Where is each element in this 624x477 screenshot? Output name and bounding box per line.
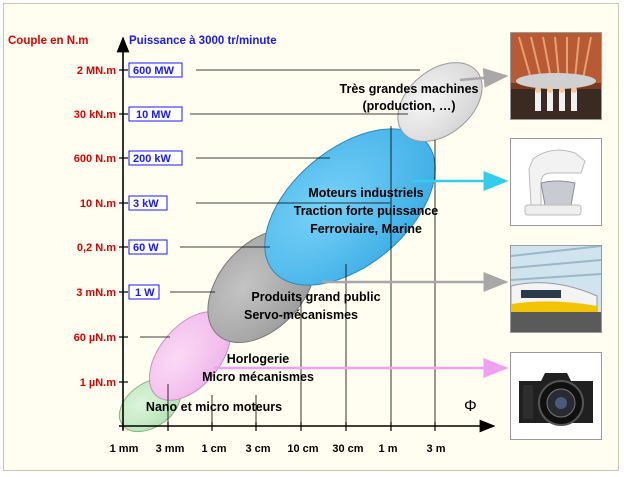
- torque-label: 10 N.m: [80, 198, 116, 210]
- phi-label: Φ: [464, 398, 477, 415]
- diameter-label: 3 cm: [245, 443, 270, 455]
- region-label-grand-public: Produits grand public: [251, 290, 380, 304]
- x-axis-ticks: [122, 422, 436, 431]
- region-label-nano: Nano et micro moteurs: [146, 400, 282, 414]
- region-label-grand-public: Servo-mécanismes: [244, 308, 358, 322]
- region-label-tres-grandes: Très grandes machines: [340, 82, 479, 96]
- power-label: 10 MW: [136, 109, 171, 121]
- power-axis-title: Puissance à 3000 tr/minute: [129, 35, 277, 47]
- region-label-tres-grandes: (production, …): [362, 99, 455, 113]
- diameter-label: 10 cm: [287, 443, 318, 455]
- power-box: [128, 150, 183, 166]
- arrow-to-turbine: [459, 67, 509, 88]
- diameter-label: 30 cm: [332, 443, 363, 455]
- diameter-label: 3 mm: [156, 443, 185, 455]
- torque-label: 2 MN.m: [77, 65, 116, 77]
- turbine-image: [510, 32, 602, 120]
- diameter-label: 1 m: [379, 443, 398, 455]
- diameter-label: 1 mm: [110, 443, 139, 455]
- train-image: [510, 245, 602, 333]
- power-label: 200 kW: [133, 153, 172, 165]
- torque-label: 60 µN.m: [74, 332, 117, 344]
- power-box: [128, 195, 168, 211]
- diameter-label: 1 cm: [201, 443, 226, 455]
- power-box: [128, 106, 183, 122]
- ellipse-tres-grandes: [397, 62, 483, 142]
- ellipse-industriels: [264, 128, 436, 286]
- torque-label: 600 N.m: [74, 153, 116, 165]
- power-label: 60 W: [133, 242, 159, 254]
- region-label-industriels: Traction forte puissance: [294, 204, 439, 218]
- torque-label: 0,2 N.m: [77, 242, 116, 254]
- torque-axis-title: Couple en N.m: [8, 35, 89, 47]
- power-box: [128, 62, 183, 78]
- power-box: [128, 239, 168, 255]
- region-label-horlogerie: Micro mécanismes: [202, 370, 314, 384]
- horizontal-guides: [140, 69, 420, 338]
- torque-label: 3 mN.m: [76, 287, 116, 299]
- torque-label: 30 kN.m: [74, 109, 116, 121]
- region-label-horlogerie: Horlogerie: [227, 352, 290, 366]
- torque-label: 1 µN.m: [80, 377, 117, 389]
- camera-image: [510, 352, 602, 440]
- region-label-industriels: Moteurs industriels: [308, 186, 423, 200]
- power-label: 1 W: [135, 287, 155, 299]
- mixer-image: [510, 138, 602, 226]
- power-label: 3 kW: [133, 198, 159, 210]
- power-label: 600 MW: [133, 65, 175, 77]
- region-label-industriels: Ferroviaire, Marine: [310, 222, 422, 236]
- power-box: [128, 284, 160, 300]
- y-axis-ticks: [119, 69, 128, 383]
- diameter-label: 3 m: [427, 443, 446, 455]
